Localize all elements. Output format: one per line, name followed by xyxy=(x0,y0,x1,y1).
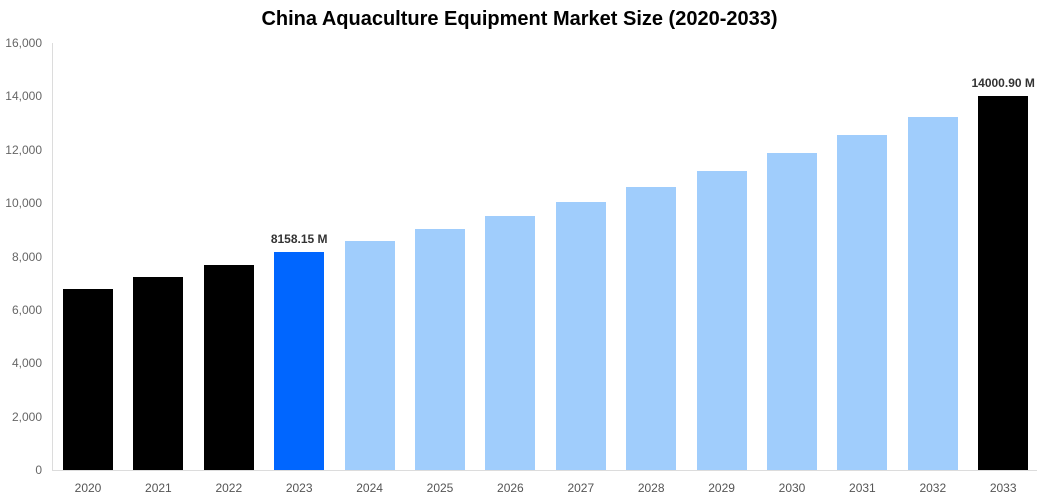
bar-2031[interactable] xyxy=(837,134,888,470)
bar-2027[interactable] xyxy=(555,202,606,470)
plot-area: 8158.15 M 14000.90 M xyxy=(52,43,1037,470)
bar-2033[interactable] xyxy=(978,96,1029,470)
y-axis-line xyxy=(52,43,53,471)
y-tick-label: 8,000 xyxy=(11,249,42,264)
x-tick-label: 2029 xyxy=(708,481,735,495)
x-tick-label: 2022 xyxy=(215,481,243,495)
x-axis-line xyxy=(52,470,1037,471)
bar-2026[interactable] xyxy=(485,215,536,470)
bar-2020[interactable] xyxy=(63,289,113,470)
y-tick-label: 0 xyxy=(35,463,42,477)
x-tick-label: 2033 xyxy=(989,481,1017,495)
x-tick-label: 2025 xyxy=(426,481,454,495)
x-tick-label: 2024 xyxy=(356,481,383,495)
x-tick-label: 2031 xyxy=(849,481,876,495)
y-tick-label: 16,000 xyxy=(5,36,42,50)
y-tick-label: 6,000 xyxy=(11,302,42,317)
data-label-2023: 8158.15 M xyxy=(270,232,328,247)
y-tick-label: 10,000 xyxy=(5,196,42,211)
bar-2028[interactable] xyxy=(626,187,677,470)
bar-2030[interactable] xyxy=(767,152,817,470)
bar-2032[interactable] xyxy=(907,116,958,470)
x-tick-label: 2023 xyxy=(285,481,313,495)
x-tick-label: 2032 xyxy=(919,481,947,495)
bar-2029[interactable] xyxy=(696,171,747,470)
bar-2022[interactable] xyxy=(203,265,254,470)
y-tick-label: 14,000 xyxy=(5,89,42,104)
y-tick-label: 12,000 xyxy=(5,142,42,157)
x-tick-label: 2027 xyxy=(567,481,595,495)
x-tick-label: 2020 xyxy=(74,481,102,495)
y-tick-label: 2,000 xyxy=(11,409,42,424)
y-tick-label: 4,000 xyxy=(11,356,42,371)
x-tick-label: 2026 xyxy=(497,481,524,495)
chart-title: China Aquaculture Equipment Market Size … xyxy=(261,8,778,30)
x-tick-label: 2021 xyxy=(145,481,172,495)
bar-2021[interactable] xyxy=(133,277,184,470)
x-tick-label: 2030 xyxy=(778,481,806,495)
data-label-2033: 14000.90 M xyxy=(971,76,1035,91)
bar-2024[interactable] xyxy=(344,240,395,470)
x-tick-label: 2028 xyxy=(637,481,665,495)
bar-2023[interactable] xyxy=(274,252,325,470)
bar-2025[interactable] xyxy=(415,229,465,470)
